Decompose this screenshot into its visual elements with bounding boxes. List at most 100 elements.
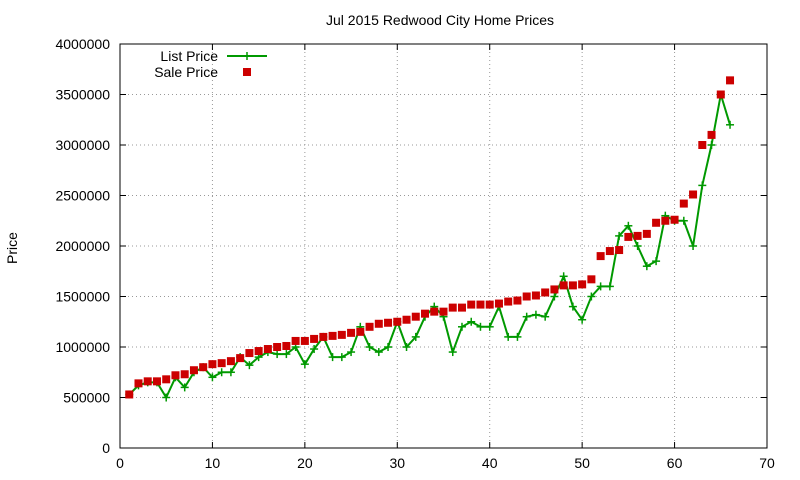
- x-tick-label: 70: [759, 455, 775, 471]
- data-point: [504, 332, 513, 341]
- y-tick-label: 1000000: [55, 339, 110, 355]
- legend-item: Sale Price: [154, 64, 251, 80]
- data-point: [698, 141, 707, 149]
- x-tick-label: 50: [574, 455, 590, 471]
- y-tick-label: 3000000: [55, 137, 110, 153]
- data-point: [337, 353, 346, 362]
- data-point: [587, 292, 596, 301]
- data-point: [707, 130, 716, 139]
- data-point: [199, 363, 208, 372]
- data-point: [273, 343, 282, 351]
- data-point: [624, 232, 633, 241]
- data-point: [726, 76, 735, 85]
- data-point: [300, 336, 309, 345]
- data-point: [384, 343, 393, 351]
- legend-swatch: [243, 68, 251, 76]
- data-point: [393, 317, 402, 326]
- data-point: [550, 285, 559, 294]
- series-area: [125, 76, 735, 402]
- data-point: [531, 291, 540, 300]
- data-point: [347, 348, 356, 357]
- data-point: [282, 350, 291, 359]
- data-point: [319, 332, 328, 341]
- data-point: [587, 275, 596, 284]
- data-point: [236, 354, 245, 363]
- data-point: [485, 300, 494, 309]
- data-point: [550, 292, 559, 301]
- data-point: [522, 312, 531, 321]
- data-point: [448, 348, 457, 357]
- data-point: [679, 216, 688, 225]
- data-point: [541, 288, 550, 297]
- data-point: [226, 368, 235, 377]
- x-tick-label: 20: [297, 455, 313, 471]
- data-point: [476, 322, 485, 331]
- plot-frame: [119, 43, 768, 449]
- data-point: [291, 336, 300, 345]
- data-point: [411, 332, 420, 341]
- x-tick-label: 0: [116, 455, 124, 471]
- data-point: [300, 360, 309, 369]
- data-point: [226, 357, 235, 366]
- data-point: [633, 242, 642, 250]
- data-point: [162, 375, 171, 384]
- data-point: [689, 242, 698, 250]
- y-tick-label: 2000000: [55, 238, 110, 254]
- data-point: [134, 379, 143, 388]
- data-point: [698, 181, 707, 190]
- y-tick-label: 500000: [63, 390, 110, 406]
- data-point: [605, 247, 614, 256]
- data-point: [189, 366, 198, 375]
- data-point: [615, 246, 624, 255]
- data-point: [559, 281, 568, 290]
- data-point: [596, 252, 605, 261]
- data-point: [476, 300, 485, 309]
- data-point: [457, 322, 466, 331]
- data-point: [328, 353, 337, 362]
- data-point: [310, 345, 319, 354]
- data-point: [180, 383, 189, 392]
- series-list-price: [125, 90, 735, 402]
- data-point: [263, 345, 272, 354]
- data-point: [633, 231, 642, 240]
- data-point: [726, 120, 735, 129]
- data-point: [679, 199, 688, 208]
- y-tick-label: 2500000: [55, 188, 110, 204]
- data-point: [624, 221, 633, 230]
- data-point: [374, 319, 383, 328]
- data-point: [642, 262, 651, 271]
- data-point: [467, 317, 476, 326]
- chart-title: Jul 2015 Redwood City Home Prices: [326, 12, 554, 28]
- data-point: [365, 343, 374, 351]
- data-point: [513, 332, 522, 341]
- data-point: [707, 141, 716, 149]
- data-point: [522, 292, 531, 301]
- data-point: [208, 360, 217, 369]
- data-point: [504, 297, 513, 306]
- data-point: [652, 257, 661, 266]
- data-point: [559, 272, 568, 281]
- legend-item: List Price: [160, 48, 267, 64]
- data-point: [402, 343, 411, 351]
- data-point: [494, 299, 503, 308]
- y-tick-label: 1500000: [55, 289, 110, 305]
- y-axis-label: Price: [4, 232, 20, 264]
- data-point: [605, 282, 614, 291]
- data-point: [310, 334, 319, 343]
- legend-label: List Price: [160, 48, 218, 64]
- data-point: [661, 216, 670, 225]
- data-point: [337, 330, 346, 339]
- x-tick-label: 40: [482, 455, 498, 471]
- data-point: [642, 229, 651, 238]
- data-point: [670, 215, 679, 224]
- data-point: [208, 373, 217, 382]
- data-point: [531, 310, 540, 319]
- data-point: [402, 315, 411, 324]
- data-point: [568, 281, 577, 290]
- data-point: [578, 280, 587, 289]
- y-tick-label: 4000000: [55, 36, 110, 52]
- data-point: [245, 361, 254, 370]
- data-point: [356, 327, 365, 336]
- y-tick-label: 3500000: [55, 87, 110, 103]
